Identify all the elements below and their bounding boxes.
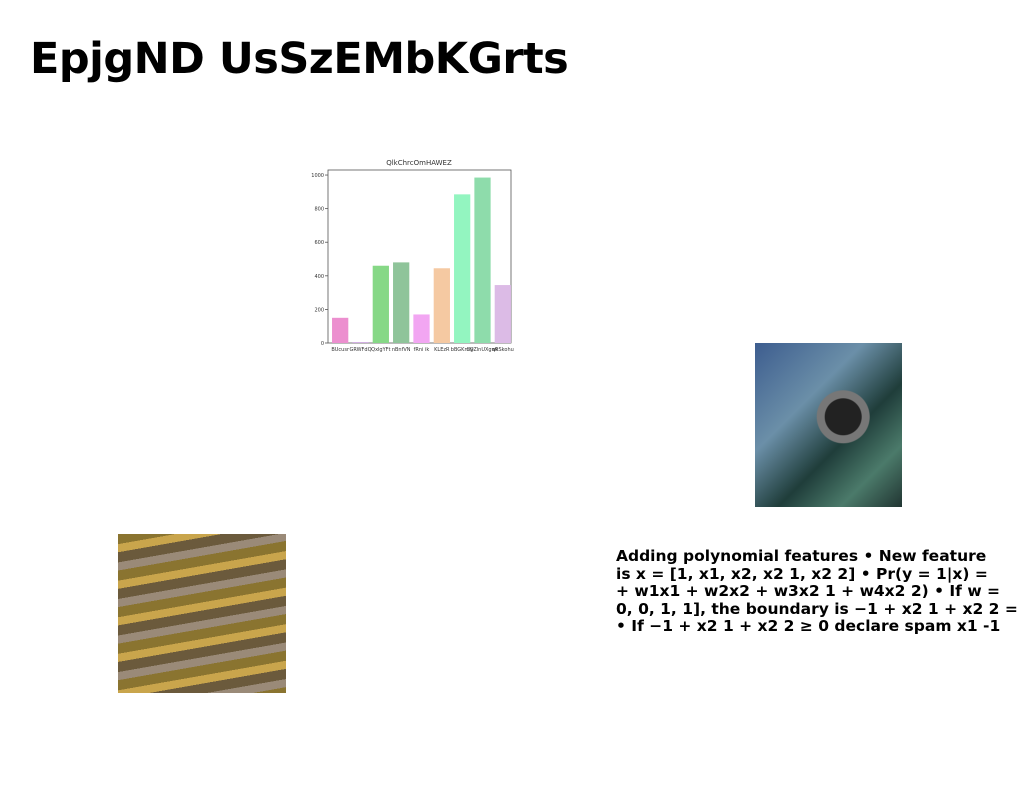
x-tick-label: OyZlnUXgwk bbox=[466, 347, 498, 353]
x-tick-label: QxlgYFt bbox=[371, 347, 390, 353]
text-line: Adding polynomial features • New feature bbox=[616, 548, 987, 565]
bar bbox=[352, 342, 369, 343]
y-tick-label: 800 bbox=[314, 207, 324, 213]
text-line: • If −1 + x2 1 + x2 2 ≥ 0 declare spam x… bbox=[616, 617, 1001, 635]
text-line: 0, 0, 1, 1], the boundary is −1 + x2 1 +… bbox=[616, 599, 1018, 618]
x-tick-label: fRni ik bbox=[414, 347, 430, 353]
y-tick-label: 400 bbox=[314, 274, 324, 280]
x-tick-label: KLEzR bbox=[434, 347, 450, 353]
text-line: is x = [1, x1, x2, x2 1, x2 2] • Pr(y = … bbox=[616, 564, 988, 583]
camera-photo bbox=[755, 343, 902, 507]
y-tick-label: 0 bbox=[321, 341, 324, 347]
bar bbox=[433, 268, 450, 343]
bar bbox=[494, 285, 511, 343]
x-tick-label: qRSkohu bbox=[492, 347, 514, 353]
title: EpjgND UsSzEMbKGrts bbox=[30, 34, 569, 84]
y-tick-label: 1000 bbox=[311, 173, 324, 179]
chart-title: QlkChrcOmHAWEZ bbox=[386, 159, 452, 167]
bar bbox=[454, 194, 471, 343]
x-tick-label: nBnfVN bbox=[392, 347, 411, 353]
bar bbox=[332, 317, 349, 343]
bar bbox=[474, 177, 491, 343]
y-tick-label: 200 bbox=[314, 307, 324, 313]
y-tick-label: 600 bbox=[314, 240, 324, 246]
text-line: + w1x1 + w2x2 + w3x2 1 + w4x2 2) • If w … bbox=[616, 582, 1001, 600]
text-block: Adding polynomial features • New feature… bbox=[616, 548, 1024, 636]
x-tick-label: bBGKrnQ bbox=[451, 347, 474, 353]
bar bbox=[413, 314, 430, 343]
bar bbox=[372, 265, 389, 343]
waves-photo bbox=[118, 534, 286, 693]
x-tick-label: BUcusr bbox=[331, 347, 350, 353]
bar bbox=[393, 262, 410, 343]
x-tick-label: GRWFdQ bbox=[349, 347, 371, 353]
